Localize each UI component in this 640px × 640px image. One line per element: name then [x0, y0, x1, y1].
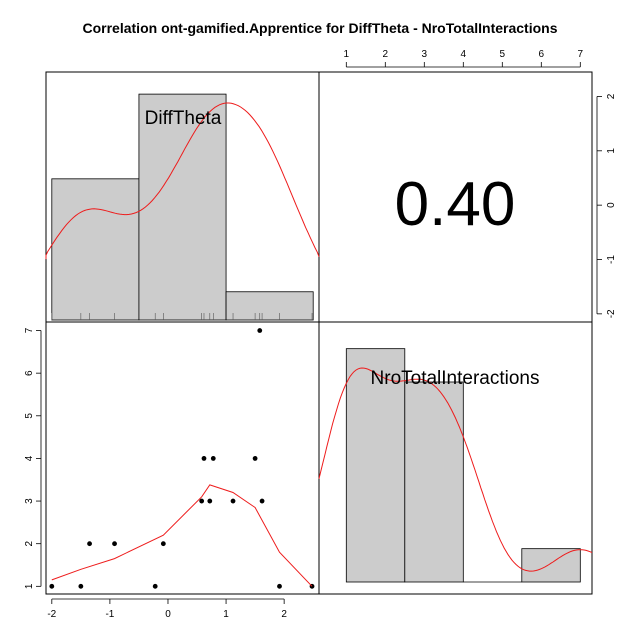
panel-bottom-left	[45, 321, 320, 595]
right-axis-tick-label: -2	[606, 309, 617, 318]
label-nrototalinteractions: NroTotalInteractions	[371, 368, 540, 389]
bottom-axis-tick-label: 2	[281, 609, 287, 620]
label-difftheta: DiffTheta	[145, 108, 222, 129]
chart-title: Correlation ont-gamified.Apprentice for …	[83, 20, 558, 36]
scatter-point	[87, 541, 92, 547]
bottom-axis-tick-label: 0	[165, 609, 171, 620]
right-axis-tick-label: 2	[606, 93, 617, 99]
left-axis-tick-label: 5	[24, 413, 35, 419]
left-axis-tick-label: 7	[24, 327, 35, 333]
top-axis-tick-label: 4	[461, 49, 467, 60]
scatter-point	[257, 328, 263, 333]
hist-bar	[345, 348, 406, 583]
density-curve-nrototal	[318, 367, 593, 572]
scatter-point	[201, 456, 207, 461]
scatter-point	[252, 456, 258, 461]
right-axis-tick-label: 1	[606, 148, 617, 154]
correlation-value: 0.40	[395, 170, 516, 239]
scatter-point	[49, 583, 55, 589]
left-axis-tick-label: 6	[24, 370, 35, 376]
hist-bar	[51, 178, 140, 321]
top-axis-tick-label: 3	[422, 49, 428, 60]
bottom-axis-tick-label: -2	[47, 609, 56, 620]
scatter-point	[152, 583, 158, 589]
left-axis-tick-label: 3	[24, 498, 35, 504]
left-axis-tick-label: 4	[24, 455, 35, 461]
difftheta-histogram	[45, 93, 320, 321]
top-axis-tick-label: 5	[500, 49, 506, 60]
scatter-point	[210, 456, 216, 461]
scatter-point	[259, 498, 265, 504]
scatter-point	[199, 498, 205, 504]
scatter-point	[277, 583, 282, 589]
hist-bar	[138, 93, 227, 321]
left-axis-tick-label: 1	[24, 583, 35, 589]
density-curve-difftheta	[45, 102, 320, 260]
scatter-plot	[49, 328, 315, 589]
axes: -2 -1 0 1 2 1 2 3 4 5 6 7 1 2 3 4 5 6 7 -2 -1 0 1 2	[24, 49, 617, 620]
bottom-axis-tick-label: -1	[105, 609, 114, 620]
hist-bar	[521, 548, 581, 583]
top-axis-tick-label: 7	[578, 49, 584, 60]
top-axis-tick-label: 2	[383, 49, 389, 60]
scatter-point	[207, 498, 213, 504]
left-axis-tick-label: 2	[24, 540, 35, 546]
right-axis-tick-label: -1	[606, 255, 617, 264]
scatter-point	[78, 583, 84, 589]
nrototal-histogram	[318, 348, 593, 583]
loess-curve	[51, 484, 313, 587]
scatter-point	[230, 498, 236, 504]
scatter-point	[112, 541, 117, 547]
right-axis-tick-label: 0	[606, 202, 617, 208]
bottom-axis-tick-label: 1	[223, 609, 229, 620]
hist-bar	[404, 381, 464, 583]
top-axis-tick-label: 6	[539, 49, 545, 60]
hist-bar	[225, 291, 314, 321]
panel-bottom-right	[318, 321, 593, 595]
top-axis-tick-label: 1	[344, 49, 350, 60]
scatter-point	[160, 541, 166, 547]
